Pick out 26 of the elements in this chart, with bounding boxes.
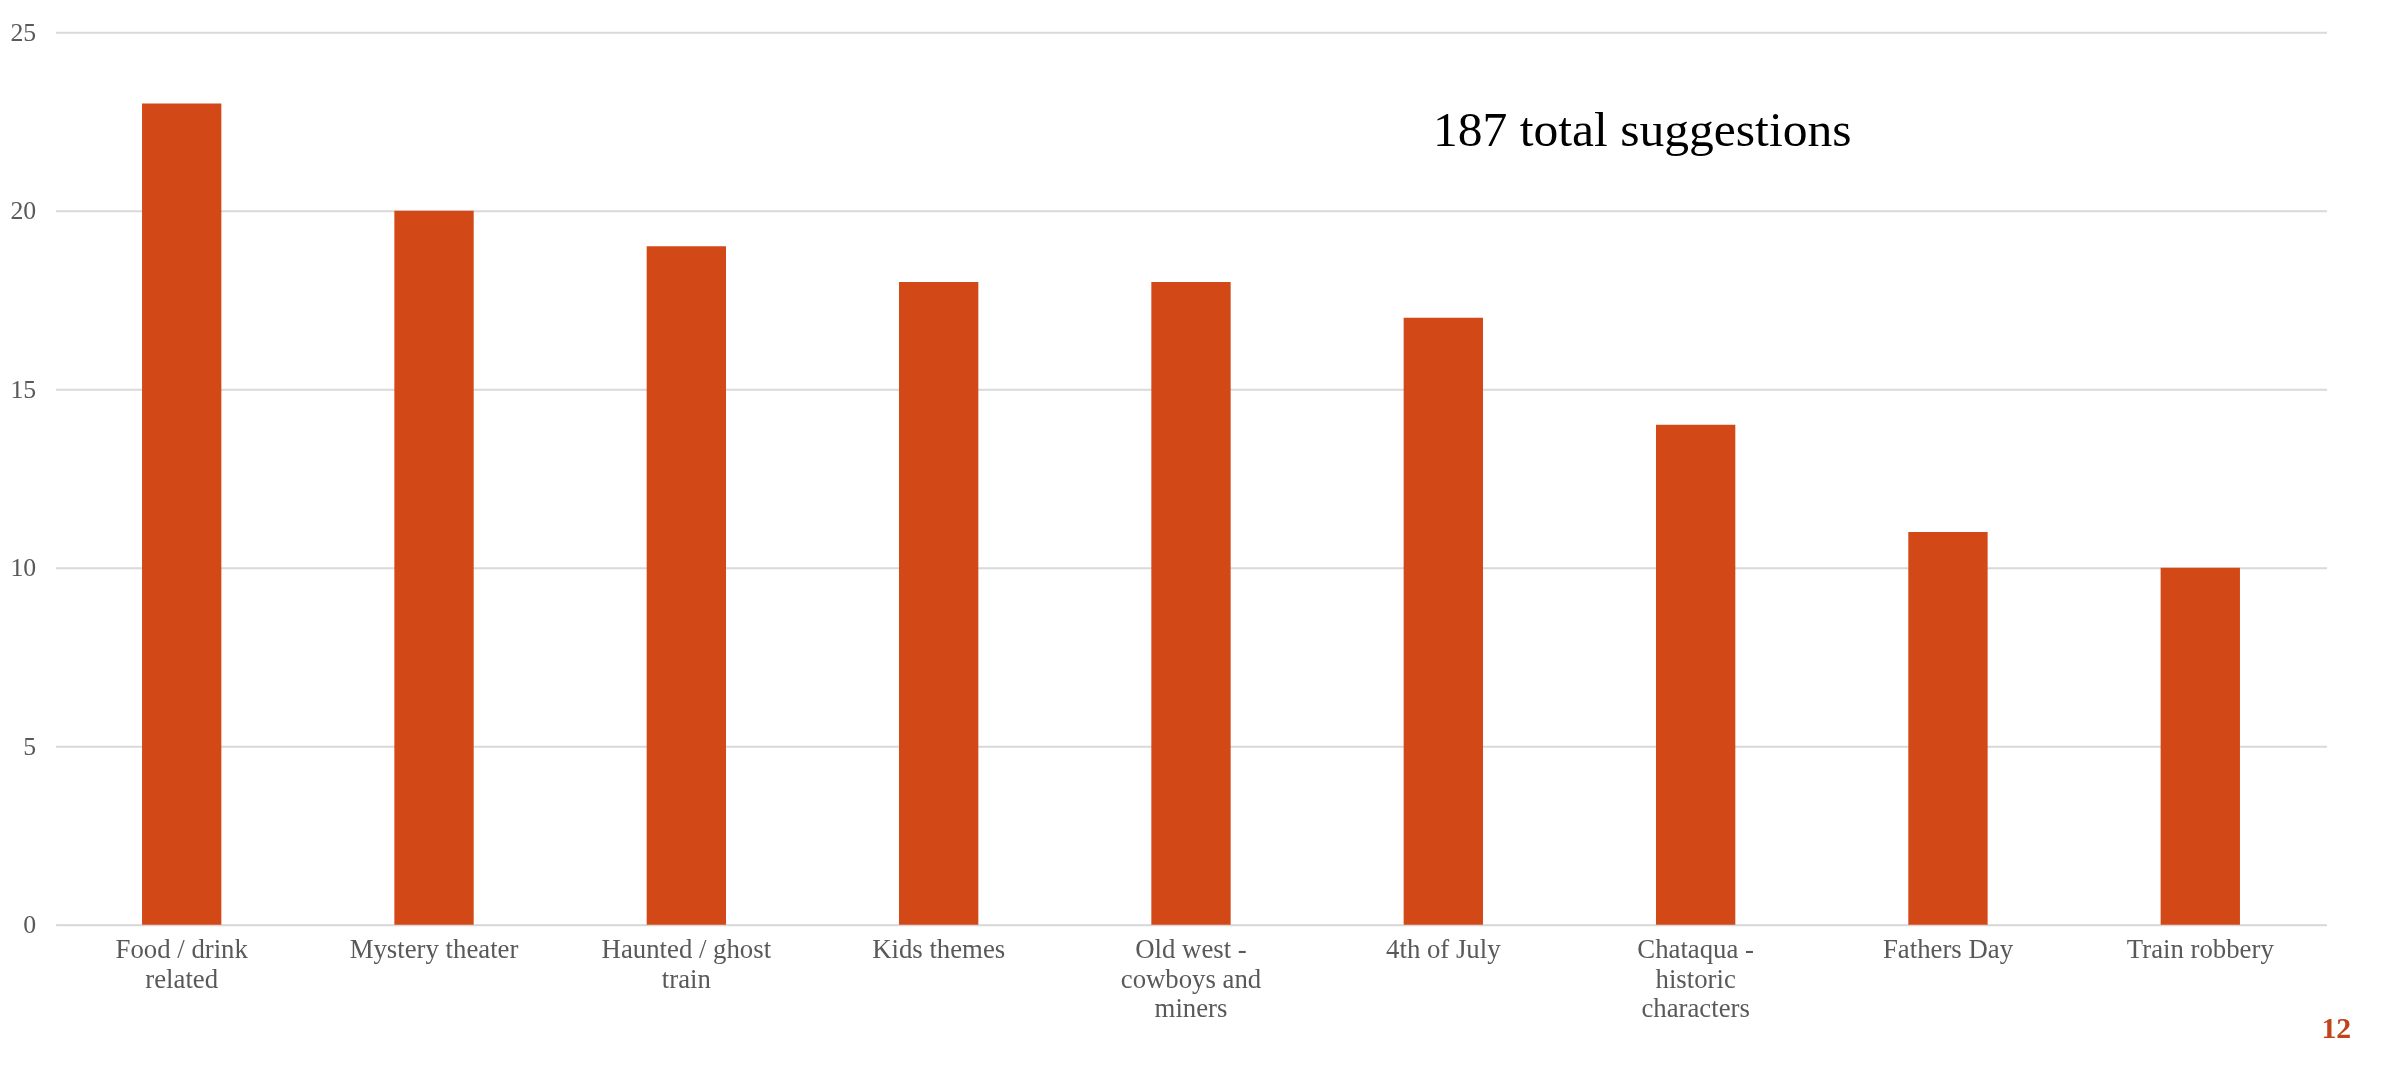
annotation: 187 total suggestions	[1432, 102, 1852, 158]
bar	[1151, 282, 1231, 925]
text: 12	[2321, 1010, 2352, 1044]
x-tick-label: Food / drink related	[115, 933, 249, 994]
bar	[142, 103, 222, 925]
y-tick-label: 0	[23, 910, 37, 940]
bar	[2160, 567, 2240, 925]
bar	[1403, 317, 1483, 925]
x-tick-label: Train robbery	[2126, 933, 2275, 964]
bar	[394, 210, 474, 925]
y-tick-label: 10	[10, 553, 37, 583]
y-tick-label: 25	[10, 17, 37, 47]
bar	[1655, 424, 1736, 925]
x-tick-label: Fathers Day	[1882, 933, 2014, 964]
x-tick-label: Old west - cowboys and miners	[1120, 933, 1262, 1024]
y-tick-label: 20	[10, 196, 37, 226]
x-tick-label: Haunted / ghost train	[601, 933, 772, 994]
bar	[1908, 531, 1988, 925]
y-tick-label: 15	[10, 374, 37, 404]
bar	[899, 282, 979, 925]
x-tick-label: Mystery theater	[349, 933, 519, 964]
x-tick-label: 4th of July	[1386, 933, 1502, 964]
bar	[646, 246, 727, 925]
x-tick-label: Kids themes	[872, 933, 1006, 964]
x-tick-label: Chataqua - historic characters	[1637, 933, 1754, 1024]
y-tick-label: 5	[23, 731, 37, 761]
